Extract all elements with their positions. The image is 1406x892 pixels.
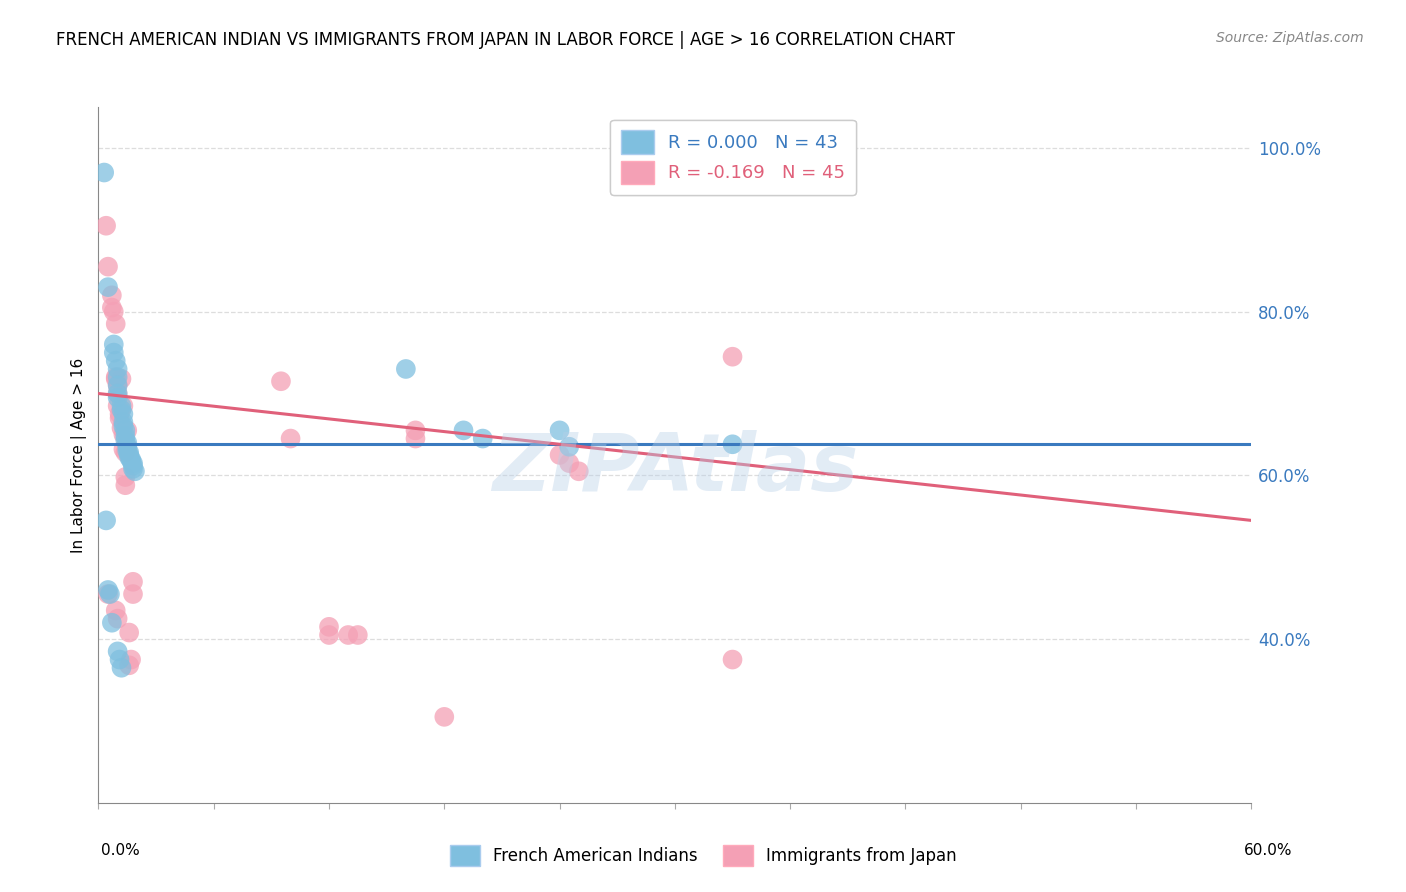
- Point: [94, 219, 117, 233]
- Point: [107, 370, 129, 384]
- Point: [548, 448, 571, 462]
- Point: [104, 603, 127, 617]
- Point: [721, 437, 744, 451]
- Point: [548, 423, 571, 437]
- Point: [107, 378, 129, 392]
- Point: [112, 427, 135, 442]
- Point: [118, 658, 141, 673]
- Point: [103, 304, 125, 318]
- Point: [112, 407, 135, 421]
- Point: [122, 587, 145, 601]
- Point: [405, 432, 427, 446]
- Point: [107, 612, 129, 626]
- Point: [107, 391, 129, 405]
- Point: [107, 386, 129, 401]
- Text: FRENCH AMERICAN INDIAN VS IMMIGRANTS FROM JAPAN IN LABOR FORCE | AGE > 16 CORREL: FRENCH AMERICAN INDIAN VS IMMIGRANTS FRO…: [56, 31, 955, 49]
- Point: [101, 615, 124, 630]
- Point: [337, 628, 360, 642]
- Point: [110, 403, 132, 417]
- Text: 0.0%: 0.0%: [101, 843, 141, 858]
- Text: Source: ZipAtlas.com: Source: ZipAtlas.com: [1216, 31, 1364, 45]
- Point: [98, 587, 121, 601]
- Point: [124, 464, 146, 478]
- Point: [318, 628, 340, 642]
- Legend: French American Indians, Immigrants from Japan: French American Indians, Immigrants from…: [441, 837, 965, 875]
- Point: [97, 582, 120, 597]
- Point: [97, 587, 120, 601]
- Point: [104, 370, 127, 384]
- Point: [112, 415, 135, 429]
- Point: [114, 433, 136, 447]
- Point: [122, 458, 145, 473]
- Text: 60.0%: 60.0%: [1244, 843, 1292, 858]
- Point: [122, 462, 145, 476]
- Point: [114, 429, 136, 443]
- Point: [721, 652, 744, 666]
- Point: [117, 423, 139, 437]
- Point: [558, 440, 581, 454]
- Point: [101, 301, 124, 315]
- Point: [118, 625, 141, 640]
- Point: [112, 399, 135, 413]
- Point: [110, 421, 132, 435]
- Point: [395, 362, 418, 376]
- Point: [104, 353, 127, 368]
- Point: [112, 442, 135, 457]
- Point: [118, 448, 141, 462]
- Point: [110, 399, 132, 413]
- Point: [108, 411, 131, 425]
- Point: [104, 372, 127, 386]
- Point: [405, 423, 427, 437]
- Point: [118, 445, 141, 459]
- Point: [117, 435, 139, 450]
- Point: [120, 453, 142, 467]
- Point: [453, 423, 475, 437]
- Point: [558, 456, 581, 470]
- Point: [122, 574, 145, 589]
- Point: [101, 288, 124, 302]
- Point: [114, 470, 136, 484]
- Point: [103, 345, 125, 359]
- Point: [94, 513, 117, 527]
- Point: [103, 337, 125, 351]
- Point: [114, 478, 136, 492]
- Point: [110, 372, 132, 386]
- Point: [346, 628, 368, 642]
- Point: [318, 620, 340, 634]
- Point: [114, 445, 136, 459]
- Point: [117, 440, 139, 454]
- Point: [97, 260, 120, 274]
- Point: [433, 710, 456, 724]
- Point: [97, 280, 120, 294]
- Point: [93, 165, 115, 179]
- Point: [114, 423, 136, 437]
- Point: [112, 419, 135, 434]
- Point: [122, 456, 145, 470]
- Point: [568, 464, 591, 478]
- Y-axis label: In Labor Force | Age > 16: In Labor Force | Age > 16: [72, 358, 87, 552]
- Point: [107, 362, 129, 376]
- Legend: R = 0.000   N = 43, R = -0.169   N = 45: R = 0.000 N = 43, R = -0.169 N = 45: [610, 120, 856, 194]
- Point: [108, 652, 131, 666]
- Point: [120, 452, 142, 467]
- Point: [104, 317, 127, 331]
- Point: [471, 432, 494, 446]
- Point: [117, 443, 139, 458]
- Point: [110, 661, 132, 675]
- Point: [107, 378, 129, 392]
- Point: [108, 407, 131, 421]
- Point: [107, 399, 129, 413]
- Point: [118, 450, 141, 465]
- Point: [270, 374, 292, 388]
- Point: [280, 432, 302, 446]
- Point: [107, 644, 129, 658]
- Point: [107, 386, 129, 401]
- Point: [120, 652, 142, 666]
- Text: ZIPAtlas: ZIPAtlas: [492, 430, 858, 508]
- Point: [117, 440, 139, 454]
- Point: [721, 350, 744, 364]
